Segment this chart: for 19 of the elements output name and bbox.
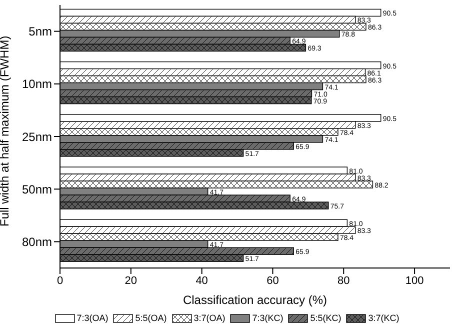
x-tick-label: 20 [124,274,138,287]
y-tick-label: 50nm [22,182,52,196]
y-tick-label: 80nm [22,234,52,249]
y-tick-label: 5nm [28,24,52,39]
legend-label: 7:3(KC) [252,313,284,323]
x-tick-label: 60 [266,274,279,287]
y-tick-label: 25nm [22,130,52,144]
x-tick-label: 40 [196,274,208,287]
legend-label: 5:5(KC) [310,313,342,323]
legend-label: 3:7(OA) [194,313,226,323]
x-tick-label: 0 [56,274,64,287]
x-axis-title: Classification accuracy (%) [182,293,328,307]
y-axis-title: Full width at half maximum (FWHM) [0,36,12,226]
legend-label: 7:3(OA) [76,313,108,323]
legend-label: 5:5(OA) [135,313,167,323]
x-tick-label: 100 [405,274,424,287]
y-tick-label: 10nm [22,77,52,92]
x-tick-label: 80 [338,274,350,287]
legend-label: 3:7(KC) [368,313,400,323]
